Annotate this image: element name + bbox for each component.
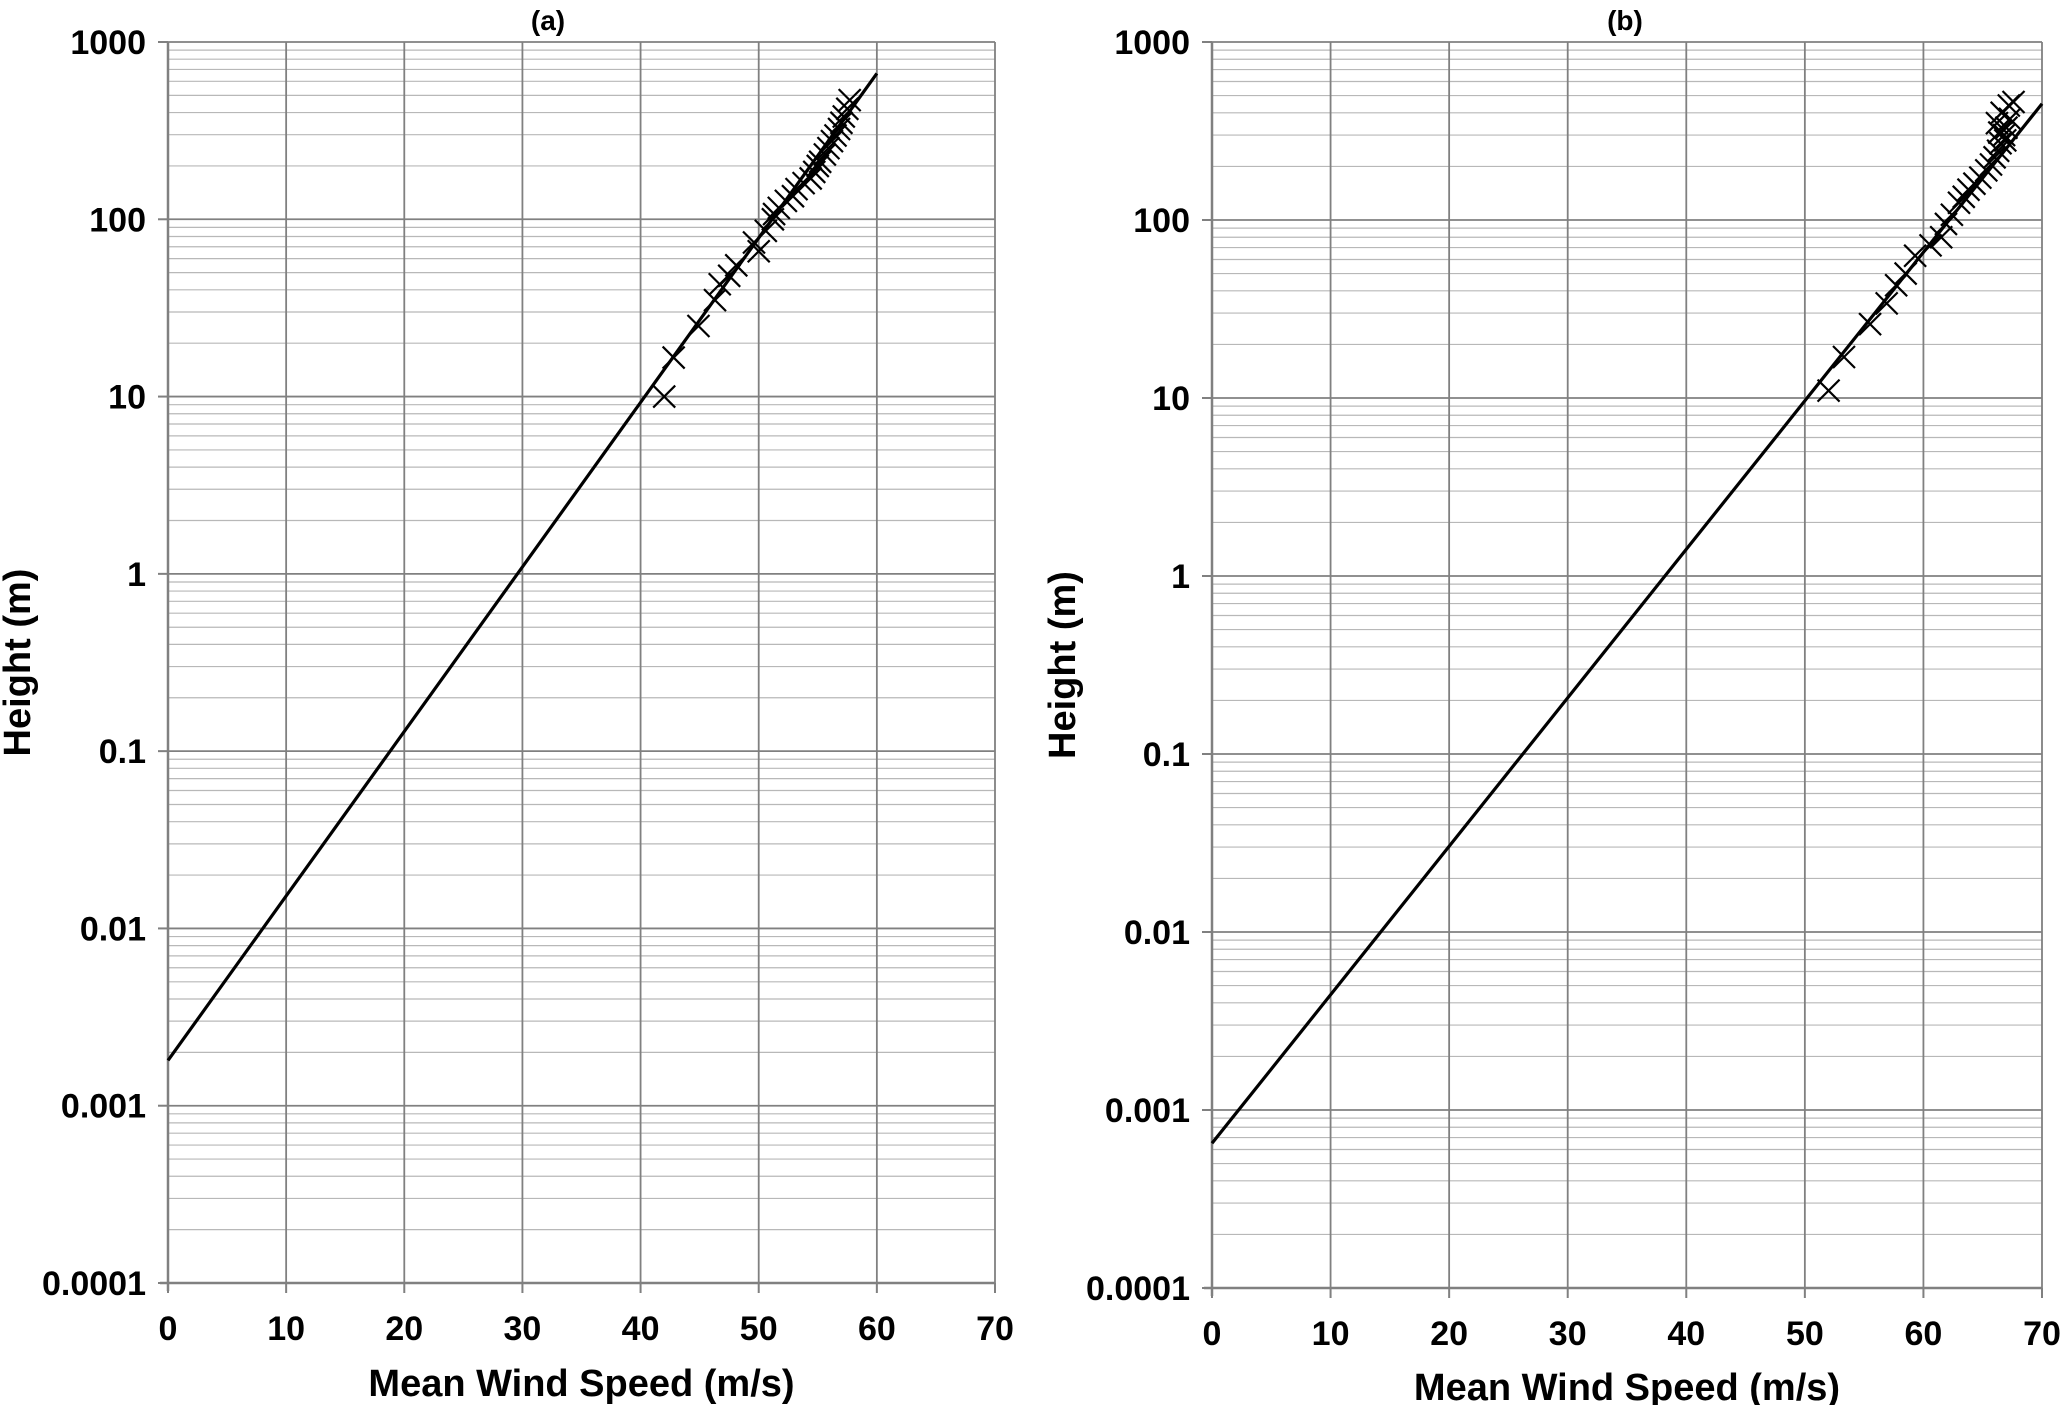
chart-panel-a: 0 10 20 30 40 50 60 70 0.0001 0.001 0.01 0.1 1 10 100 1… — [0, 5, 1014, 1405]
x-tick-label: 30 — [504, 1310, 542, 1348]
marker-stroke — [808, 150, 832, 174]
x-tick-label: 40 — [622, 1310, 660, 1348]
x-tick-label: 70 — [976, 1310, 1014, 1348]
x-tick-label: 50 — [740, 1310, 778, 1348]
marker-stroke — [1903, 243, 1927, 268]
x-tick-label: 30 — [1549, 1315, 1587, 1353]
data-point-marker — [1951, 185, 1976, 209]
data-point-marker — [806, 154, 830, 178]
marker-stroke — [1987, 120, 2012, 145]
y-tick-label: 1000 — [1114, 24, 1190, 62]
marker-stroke — [2001, 90, 2026, 114]
data-point-marker — [1986, 138, 2010, 163]
marker-stroke — [1951, 185, 1976, 209]
marker-stroke — [798, 166, 823, 191]
x-tick-label: 0 — [159, 1310, 178, 1348]
marker-stroke — [1929, 225, 1953, 250]
marker-stroke — [816, 136, 841, 160]
panel-title: (b) — [1607, 5, 1643, 36]
marker-stroke — [813, 142, 837, 167]
plot-area — [1212, 42, 2042, 1288]
marker-stroke — [1986, 138, 2010, 163]
marker-stroke — [1816, 378, 1841, 403]
marker-stroke — [837, 88, 862, 112]
marker-stroke — [1874, 291, 1899, 316]
chart-panel-b: 0 10 20 30 40 50 60 70 0.0001 0.001 0.01 0.1 1 10 100 1… — [1042, 5, 2061, 1405]
data-point-marker — [652, 384, 676, 409]
y-tick-label: 0.001 — [61, 1088, 146, 1126]
data-point-marker — [816, 136, 841, 160]
y-axis-title: Height (m) — [1042, 571, 1084, 759]
x-tick-label: 10 — [267, 1310, 305, 1348]
x-tick-label: 10 — [1312, 1315, 1350, 1353]
marker-stroke — [746, 239, 771, 264]
x-tick-label: 70 — [2023, 1315, 2061, 1353]
y-tick-label: 10 — [108, 379, 146, 417]
data-point-marker — [835, 97, 860, 121]
marker-stroke — [1998, 107, 2022, 131]
x-tick-label: 60 — [858, 1310, 896, 1348]
plot-area — [168, 42, 995, 1283]
marker-stroke — [1988, 131, 2013, 155]
y-tick-label: 0.0001 — [1086, 1270, 1190, 1308]
data-point-marker — [798, 166, 823, 191]
x-tick-label: 0 — [1203, 1315, 1222, 1353]
fit-line — [166, 72, 879, 1062]
y-tick-label: 10 — [1152, 380, 1190, 418]
marker-stroke — [806, 154, 830, 178]
y-tick-label: 0.001 — [1105, 1092, 1190, 1130]
data-point-marker — [1985, 111, 2009, 135]
x-tick-label: 60 — [1905, 1315, 1943, 1353]
y-tick-label: 0.01 — [1124, 914, 1190, 952]
data-point-marker — [1832, 345, 1856, 369]
marker-stroke — [652, 384, 676, 409]
data-point-marker — [2001, 90, 2026, 114]
y-tick-label: 0.1 — [99, 733, 146, 771]
y-tick-label: 1 — [127, 556, 146, 594]
marker-stroke — [835, 97, 860, 121]
y-tick-label: 1000 — [70, 24, 146, 62]
panel-title: (a) — [531, 5, 565, 36]
marker-stroke — [1982, 145, 2007, 170]
data-point-marker — [746, 239, 771, 264]
marker-stroke — [1858, 312, 1882, 336]
y-tick-label: 0.01 — [80, 910, 146, 948]
y-tick-label: 0.1 — [1143, 736, 1190, 774]
data-point-marker — [1993, 128, 2018, 153]
data-point-marker — [1929, 225, 1953, 250]
y-tick-label: 1 — [1171, 558, 1190, 596]
x-axis-title: Mean Wind Speed (m/s) — [1414, 1367, 1840, 1405]
data-point-marker — [1816, 378, 1841, 403]
data-point-marker — [1988, 131, 2013, 155]
fit-line — [1210, 102, 2044, 1145]
marker-stroke — [1985, 111, 2009, 135]
y-axis-title: Height (m) — [0, 569, 39, 757]
y-tick-label: 0.0001 — [42, 1265, 146, 1303]
data-point-marker — [1982, 145, 2007, 170]
marker-stroke — [1832, 345, 1856, 369]
y-tick-label: 100 — [89, 201, 146, 239]
data-point-marker — [808, 150, 832, 174]
x-tick-label: 20 — [1430, 1315, 1468, 1353]
data-point-marker — [1874, 291, 1899, 316]
marker-stroke — [1992, 123, 2016, 147]
x-tick-label: 50 — [1786, 1315, 1824, 1353]
x-tick-label: 40 — [1667, 1315, 1705, 1353]
data-point-marker — [1858, 312, 1882, 336]
data-point-marker — [1903, 243, 1927, 268]
marker-stroke — [1993, 128, 2018, 153]
x-axis-title: Mean Wind Speed (m/s) — [368, 1363, 794, 1405]
data-point-marker — [813, 142, 837, 167]
data-point-marker — [837, 88, 862, 112]
y-tick-label: 100 — [1133, 202, 1190, 240]
x-tick-label: 20 — [385, 1310, 423, 1348]
